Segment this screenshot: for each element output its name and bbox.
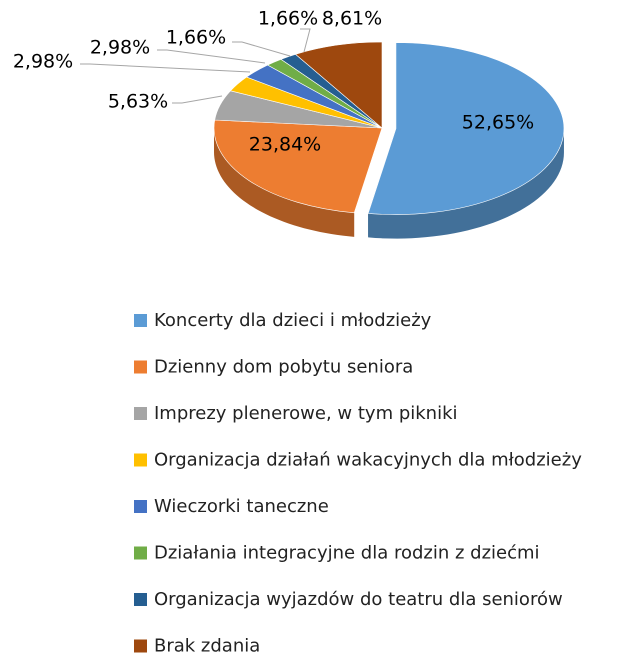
slice	[367, 42, 565, 215]
legend-swatch	[134, 639, 147, 653]
leader-line	[172, 95, 223, 104]
slice	[294, 41, 383, 129]
legend-swatch	[134, 546, 147, 560]
leader-line	[157, 49, 266, 64]
data-label: 1,66%	[258, 8, 318, 30]
data-label: 8,61%	[322, 8, 382, 30]
data-label: 1,66%	[166, 27, 226, 49]
legend-label: Działania integracyjne dla rodzin z dzie…	[154, 543, 540, 564]
legend-swatch	[134, 453, 147, 467]
legend-label: Organizacja działań wakacyjnych dla młod…	[154, 450, 582, 471]
data-label: 23,84%	[249, 134, 321, 156]
legend-swatch	[134, 314, 147, 327]
data-label: 2,98%	[13, 51, 73, 73]
legend-label: Brak zdania	[154, 636, 260, 657]
slice-side	[214, 128, 355, 237]
legend-label: Imprezy plenerowe, w tym pikniki	[154, 403, 458, 424]
legend-label: Organizacja wyjazdów do teatru dla senio…	[154, 589, 563, 610]
slice	[213, 119, 383, 214]
legend-label: Wieczorki taneczne	[154, 496, 329, 517]
leader-line	[300, 28, 311, 53]
leader-line	[232, 41, 291, 57]
legend-swatch	[134, 407, 147, 420]
data-label: 52,65%	[462, 112, 534, 134]
legend-label: Dzienny dom pobytu seniora	[154, 357, 413, 378]
legend-swatch	[134, 500, 147, 513]
data-label: 5,63%	[108, 91, 168, 113]
legend-swatch	[134, 593, 147, 606]
legend-label: Koncerty dla dzieci i młodzieży	[154, 310, 432, 331]
data-label: 2,98%	[90, 37, 150, 59]
slice-side	[368, 128, 564, 239]
leader-line	[80, 63, 251, 73]
legend-swatch	[134, 360, 147, 374]
